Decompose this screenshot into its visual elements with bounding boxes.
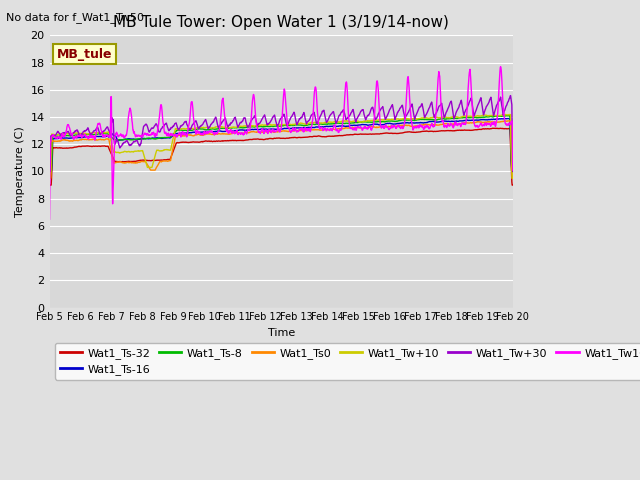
Title: MB Tule Tower: Open Water 1 (3/19/14-now): MB Tule Tower: Open Water 1 (3/19/14-now… xyxy=(113,15,449,30)
Text: No data for f_Wat1_Tw50: No data for f_Wat1_Tw50 xyxy=(6,12,145,23)
Legend: Wat1_Ts-32, Wat1_Ts-16, Wat1_Ts-8, Wat1_Ts0, Wat1_Tw+10, Wat1_Tw+30, Wat1_Tw100: Wat1_Ts-32, Wat1_Ts-16, Wat1_Ts-8, Wat1_… xyxy=(55,343,640,380)
Y-axis label: Temperature (C): Temperature (C) xyxy=(15,126,25,217)
Text: MB_tule: MB_tule xyxy=(56,48,112,60)
X-axis label: Time: Time xyxy=(268,328,295,338)
